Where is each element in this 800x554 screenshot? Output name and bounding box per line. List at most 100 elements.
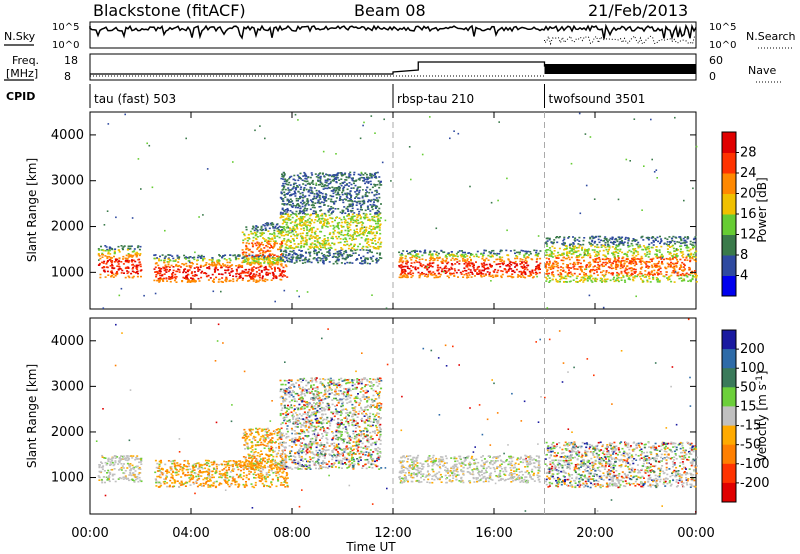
- scatter-point: [467, 263, 470, 265]
- scatter-point: [291, 258, 294, 260]
- scatter-point: [159, 278, 162, 281]
- scatter-point: [680, 238, 683, 241]
- scatter-point: [111, 461, 114, 464]
- scatter-point: [163, 478, 166, 480]
- scatter-point: [277, 257, 280, 259]
- scatter-point: [281, 203, 284, 205]
- scatter-point: [315, 213, 318, 216]
- scatter-point: [262, 252, 264, 254]
- scatter-point: [241, 271, 244, 274]
- scatter-point: [478, 271, 481, 273]
- scatter-point: [282, 186, 285, 189]
- scatter-point: [524, 257, 527, 260]
- scatter-point: [227, 479, 230, 481]
- scatter-point: [309, 183, 311, 186]
- scatter-point: [327, 183, 330, 185]
- scatter-point: [680, 277, 683, 279]
- noise-point: [283, 289, 286, 292]
- scatter-point: [608, 266, 611, 269]
- noise-point: [629, 160, 631, 162]
- scatter-point: [193, 463, 196, 465]
- scatter-point: [310, 172, 313, 174]
- scatter-point: [260, 255, 263, 258]
- scatter-point: [592, 277, 595, 280]
- scatter-point: [235, 265, 238, 267]
- scatter-point: [343, 244, 345, 246]
- scatter-point: [273, 235, 276, 237]
- freq-label: Freq.: [12, 54, 39, 67]
- scatter-point: [549, 266, 552, 269]
- scatter-point: [189, 479, 192, 481]
- scatter-point: [485, 249, 487, 252]
- scatter-point: [312, 183, 315, 185]
- scatter-point: [685, 241, 688, 243]
- scatter-point: [344, 184, 347, 187]
- scatter-point: [378, 193, 381, 195]
- scatter-point: [287, 199, 289, 201]
- cpid-segment-label: rbsp-tau 210: [397, 92, 474, 106]
- scatter-point: [483, 262, 486, 264]
- scatter-point: [591, 240, 594, 243]
- scatter-point: [359, 217, 362, 220]
- scatter-point: [370, 175, 373, 177]
- scatter-point: [249, 261, 252, 264]
- scatter-point: [646, 279, 649, 282]
- scatter-point: [629, 260, 632, 262]
- scatter-point: [637, 245, 640, 248]
- scatter-point: [501, 262, 504, 264]
- scatter-point: [367, 241, 370, 243]
- scatter-point: [548, 238, 551, 241]
- scatter-point: [630, 260, 633, 263]
- scatter-point: [510, 275, 513, 278]
- scatter-point: [310, 200, 313, 203]
- scatter-point: [294, 179, 297, 182]
- scatter-point: [299, 195, 302, 198]
- scatter-point: [126, 456, 129, 459]
- noise-point: [376, 183, 379, 186]
- scatter-point: [660, 273, 663, 275]
- scatter-point: [547, 275, 550, 277]
- scatter-point: [365, 176, 368, 179]
- scatter-point: [617, 255, 620, 258]
- scatter-point: [469, 256, 471, 259]
- scatter-point: [625, 274, 628, 277]
- scatter-point: [560, 259, 563, 262]
- scatter-point: [485, 263, 488, 266]
- scatter-point: [347, 229, 350, 232]
- scatter-point: [222, 281, 224, 283]
- scatter-point: [194, 273, 197, 276]
- scatter-point: [310, 187, 313, 189]
- scatter-point: [280, 260, 283, 263]
- scatter-point: [115, 260, 117, 262]
- scatter-point: [603, 254, 606, 257]
- scatter-point: [678, 277, 681, 280]
- scatter-point: [523, 268, 526, 270]
- scatter-point: [362, 174, 365, 176]
- scatter-point: [319, 198, 322, 200]
- scatter-point: [334, 261, 337, 263]
- scatter-point: [358, 254, 360, 256]
- scatter-point: [371, 239, 373, 242]
- scatter-point: [301, 191, 304, 194]
- scatter-point: [410, 276, 413, 279]
- scatter-point: [545, 254, 547, 256]
- scatter-point: [660, 255, 662, 258]
- scatter-point: [683, 274, 686, 276]
- scatter-point: [261, 258, 263, 260]
- scatter-point: [296, 234, 299, 237]
- scatter-point: [337, 193, 340, 196]
- scatter-point: [336, 256, 339, 259]
- scatter-point: [330, 195, 333, 198]
- scatter-point: [337, 191, 340, 193]
- scatter-point: [378, 186, 381, 189]
- scatter-point: [314, 233, 317, 235]
- scatter-point: [316, 192, 318, 195]
- scatter-point: [247, 249, 250, 252]
- scatter-point: [645, 266, 648, 268]
- scatter-point: [641, 248, 644, 251]
- scatter-point: [228, 266, 231, 268]
- scatter-point: [344, 193, 347, 196]
- noise-point: [674, 116, 676, 119]
- scatter-point: [574, 240, 577, 242]
- scatter-point: [218, 254, 221, 256]
